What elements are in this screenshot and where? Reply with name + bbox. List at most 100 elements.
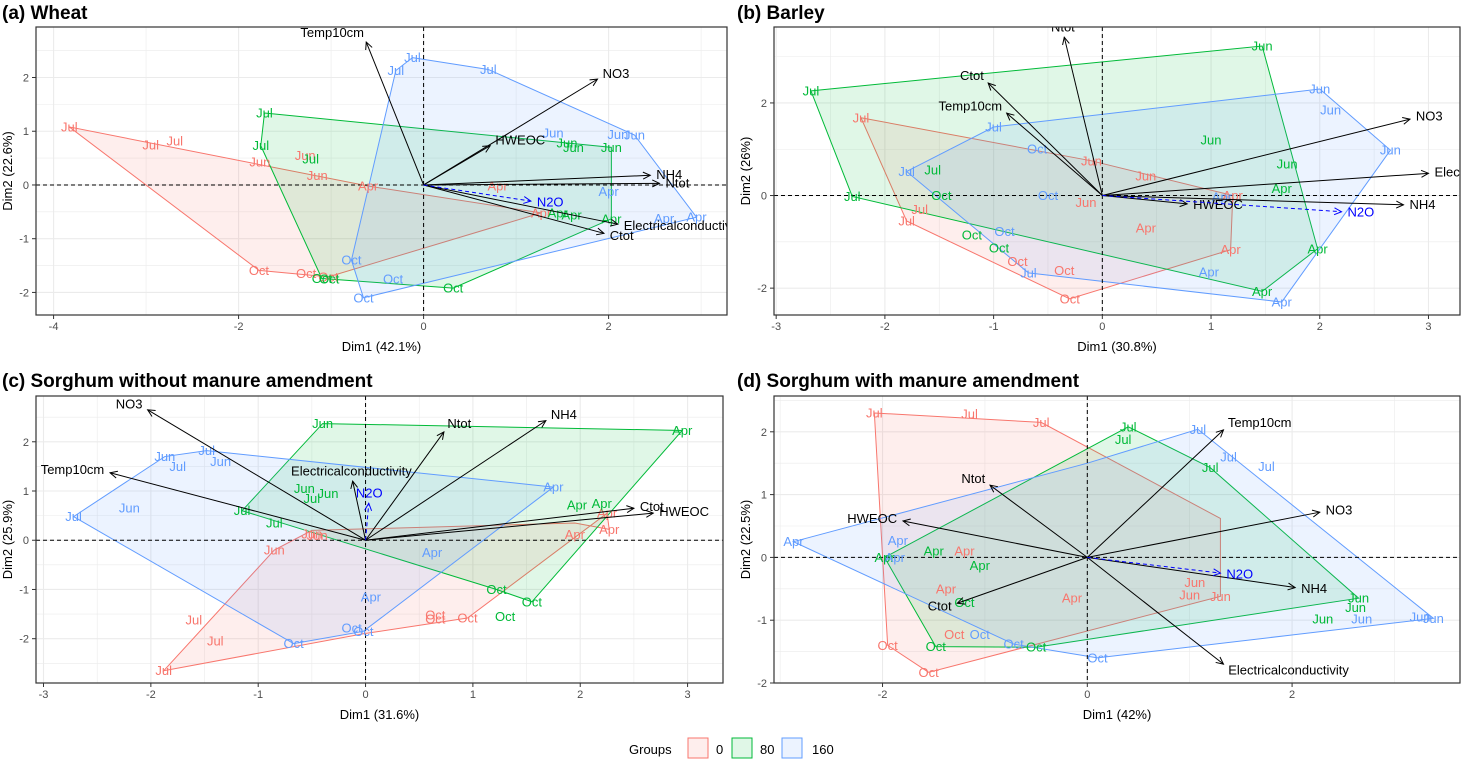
observation-label: Oct: [1038, 188, 1059, 203]
observation-label: Oct: [443, 281, 464, 296]
y-tick-label: 2: [23, 437, 29, 449]
observation-label: Jun: [317, 486, 338, 501]
x-axis-label: Dim1 (30.8%): [1077, 339, 1156, 354]
variable-arrow-no3: [1102, 117, 1412, 197]
observation-label: Jun: [624, 128, 645, 143]
observation-label: Jul: [803, 83, 820, 98]
variable-label: Ntot: [961, 471, 985, 486]
observation-label: Oct: [1027, 142, 1048, 157]
observation-label: Apr: [361, 589, 382, 604]
variable-label: Ntot: [665, 175, 689, 190]
legend-label-160: 160: [812, 742, 834, 757]
panel-title: (a) Wheat: [2, 3, 88, 24]
x-tick-label: -2: [146, 689, 156, 701]
observation-label: Jun: [1201, 132, 1222, 147]
observation-label: Apr: [599, 522, 620, 537]
observation-label: Apr: [1062, 591, 1083, 606]
observation-label: Apr: [565, 527, 586, 542]
panel-border: [35, 26, 728, 316]
observation-label: Apr: [936, 581, 957, 596]
observation-label: Jun: [1312, 611, 1333, 626]
observation-label: Oct: [522, 594, 543, 609]
x-tick-label: 3: [685, 689, 691, 701]
y-tick-label: 0: [761, 552, 767, 564]
x-tick-label: 2: [606, 321, 612, 333]
y-axis-label: Dim2 (25.9%): [0, 500, 15, 579]
panel-title: (d) Sorghum with manure amendment: [737, 371, 1080, 392]
observation-label: Apr: [888, 533, 909, 548]
x-tick-label: 0: [421, 321, 427, 333]
group-hull-80: [810, 45, 1319, 292]
observation-label: Apr: [543, 480, 564, 495]
x-tick-label: -3: [771, 321, 781, 333]
y-tick-label: 2: [761, 98, 767, 110]
observation-label: Oct: [1003, 637, 1024, 652]
x-tick-label: 2: [1289, 689, 1295, 701]
observation-label: Jul: [304, 491, 321, 506]
observation-label: Apr: [1307, 241, 1328, 256]
variable-arrow-hweoc: [901, 518, 1088, 558]
variable-arrow-temp10cm: [1086, 429, 1225, 558]
observation-label: Oct: [1054, 263, 1075, 278]
group-hull-160: [72, 450, 555, 645]
observation-label: Jul: [924, 163, 941, 178]
observation-label: Jul: [404, 50, 421, 65]
observation-label: Oct: [319, 272, 340, 287]
panel-sorghum-without-manure: (c) Sorghum without manure amendmentJulJ…: [0, 371, 724, 722]
variable-arrow-no3: [146, 409, 366, 541]
observation-label: Jun: [556, 136, 577, 151]
observation-label: Jul: [853, 110, 870, 125]
variable-label: Ctot: [928, 599, 952, 614]
observation-label: Apr: [531, 205, 552, 220]
observation-label: Oct: [495, 609, 516, 624]
observation-label: Apr: [1199, 264, 1220, 279]
observation-label: Jul: [207, 634, 224, 649]
variable-arrow-ntot: [1062, 36, 1103, 196]
panel-border: [773, 26, 1461, 316]
variable-arrow-electricalconductivity: [1102, 169, 1430, 197]
x-axis-label: Dim1 (42.1%): [342, 339, 421, 354]
x-tick-label: -2: [878, 689, 888, 701]
x-tick-label: 3: [1425, 321, 1431, 333]
observation-label: Apr: [1272, 295, 1293, 310]
observation-label: Jul: [155, 663, 172, 678]
x-tick-label: -3: [39, 689, 49, 701]
observation-label: Oct: [1087, 650, 1108, 665]
variable-label: Ctot: [960, 68, 984, 83]
observation-label: Oct: [383, 272, 404, 287]
observation-label: Jun: [1184, 575, 1205, 590]
observation-label: Jun: [1380, 143, 1401, 158]
observation-label: Apr: [1272, 181, 1293, 196]
observation-label: Apr: [970, 558, 991, 573]
variable-label: NH4: [656, 167, 682, 182]
legend-label-0: 0: [716, 742, 723, 757]
observation-label: Jul: [256, 105, 273, 120]
observation-label: Jul: [166, 133, 183, 148]
legend-label-80: 80: [760, 742, 774, 757]
group-hull-0: [860, 117, 1234, 300]
observation-label: Apr: [1212, 189, 1233, 204]
x-tick-label: -4: [49, 321, 59, 333]
observation-label: Oct: [970, 627, 991, 642]
variable-label: HWEOC: [495, 133, 545, 148]
variable-label: Temp10cm: [939, 99, 1003, 114]
variable-label: Temp10cm: [41, 462, 105, 477]
x-tick-label: 1: [1208, 321, 1214, 333]
plot-background: [774, 27, 1460, 315]
observation-label: Oct: [425, 612, 446, 627]
observation-label: Jul: [65, 509, 82, 524]
group-hull-80: [241, 423, 684, 603]
variable-arrow-ctot: [956, 556, 1088, 605]
observation-label: Jul: [1020, 265, 1037, 280]
observation-label: Jul: [252, 138, 269, 153]
observation-label: Apr: [1252, 284, 1273, 299]
observation-label: Oct: [994, 224, 1015, 239]
variable-label: Electricalconductivity: [624, 218, 745, 233]
variable-label: N2O: [1226, 566, 1253, 581]
x-tick-label: 2: [577, 689, 583, 701]
observation-label: Apr: [601, 211, 622, 226]
